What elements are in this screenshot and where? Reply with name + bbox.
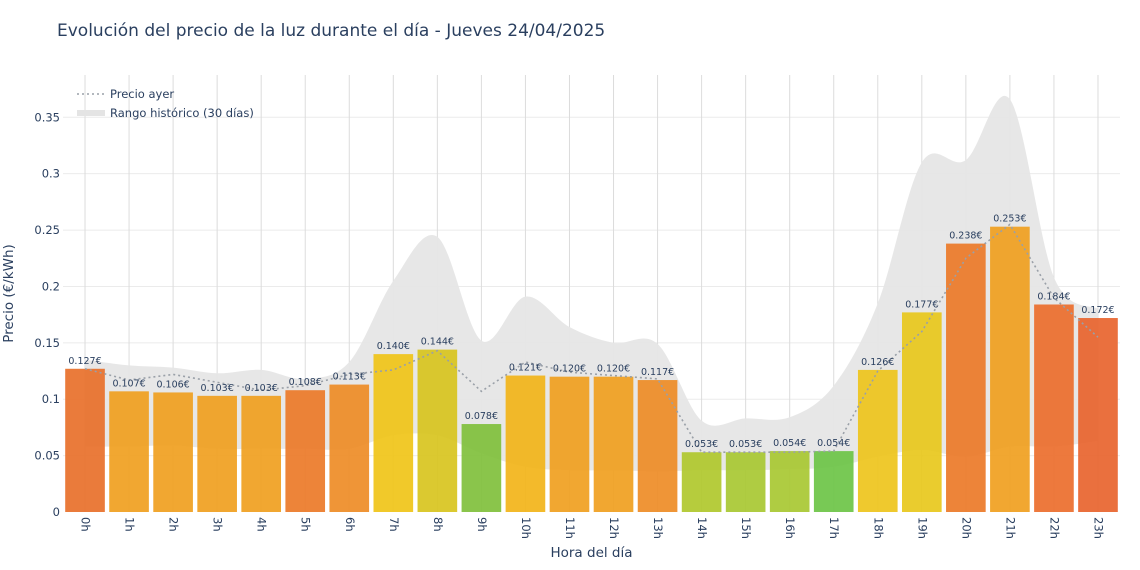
bar-2h xyxy=(153,392,193,512)
bar-21h xyxy=(990,226,1030,513)
x-tick-label: 16h xyxy=(783,517,797,539)
data-label: 0.103€ xyxy=(201,383,234,394)
bar-18h xyxy=(857,369,898,512)
data-label: 0.120€ xyxy=(597,364,630,375)
x-tick-label: 19h xyxy=(915,517,929,539)
y-axis-title: Precio (€/kWh) xyxy=(1,244,17,343)
data-label: 0.078€ xyxy=(465,411,498,422)
bar-22h xyxy=(1034,304,1074,512)
x-tick-label: 11h xyxy=(563,517,577,539)
x-tick-label: 8h xyxy=(431,517,445,532)
bar-11h xyxy=(549,376,590,512)
bar-14h xyxy=(681,452,722,512)
bar-23h xyxy=(1078,318,1118,512)
series-line-precio-ayer xyxy=(84,223,1099,454)
x-tick-label: 14h xyxy=(695,517,709,539)
y-tick-label: 0.3 xyxy=(42,167,60,181)
data-label: 0.053€ xyxy=(685,439,718,450)
y-tick-label: 0.25 xyxy=(34,223,60,237)
bar-8h xyxy=(417,349,458,512)
chart-title: Evolución del precio de la luz durante e… xyxy=(57,21,606,41)
y-tick-label: 0.1 xyxy=(42,392,60,406)
data-label: 0.238€ xyxy=(949,231,982,242)
bar-6h xyxy=(329,384,370,512)
data-label: 0.253€ xyxy=(993,214,1026,225)
x-axis-title: Hora del día xyxy=(550,545,632,561)
bar-0h xyxy=(65,368,105,512)
data-label: 0.126€ xyxy=(861,357,894,368)
x-tick-label: 12h xyxy=(607,517,621,539)
bar-12h xyxy=(593,376,634,512)
bar-17h xyxy=(813,451,854,512)
bar-20h xyxy=(946,243,986,512)
bar-4h xyxy=(241,395,282,512)
y-tick-label: 0.05 xyxy=(34,449,60,463)
data-label: 0.120€ xyxy=(553,364,586,375)
x-tick-label: 2h xyxy=(167,517,181,532)
data-label: 0.103€ xyxy=(245,383,278,394)
bar-16h xyxy=(769,451,810,512)
x-tick-label: 20h xyxy=(959,517,973,539)
legend-label-rango-historico: Rango histórico (30 días) xyxy=(110,106,254,120)
x-tick-label: 22h xyxy=(1047,517,1061,539)
data-label: 0.054€ xyxy=(773,438,806,449)
legend: Precio ayer Rango histórico (30 días) xyxy=(77,87,254,120)
data-label: 0.140€ xyxy=(377,341,410,352)
data-label: 0.113€ xyxy=(333,372,366,383)
data-label: 0.172€ xyxy=(1081,305,1114,316)
bar-5h xyxy=(285,390,326,512)
y-tick-label: 0.35 xyxy=(34,110,60,124)
data-label: 0.117€ xyxy=(641,367,674,378)
x-tick-label: 0h xyxy=(79,517,93,532)
x-tick-label: 18h xyxy=(871,517,885,539)
legend-swatch-rango-historico xyxy=(77,110,105,116)
bar-15h xyxy=(725,452,766,512)
bar-3h xyxy=(197,395,237,512)
data-label: 0.184€ xyxy=(1037,291,1070,302)
bar-7h xyxy=(373,354,414,512)
y-tick-label: 0.2 xyxy=(42,279,60,293)
x-tick-label: 17h xyxy=(827,517,841,539)
data-label: 0.108€ xyxy=(289,377,322,388)
data-label: 0.127€ xyxy=(68,356,101,367)
bar-10h xyxy=(505,375,546,512)
x-tick-label: 21h xyxy=(1003,517,1017,539)
bar-9h xyxy=(461,424,502,512)
x-tick-label: 6h xyxy=(343,517,357,532)
x-tick-label: 1h xyxy=(123,517,137,532)
y-tick-label: 0 xyxy=(53,505,60,519)
bar-1h xyxy=(109,391,149,512)
x-tick-label: 9h xyxy=(475,517,489,532)
data-label: 0.053€ xyxy=(729,439,762,450)
data-label: 0.144€ xyxy=(421,337,454,348)
data-label: 0.054€ xyxy=(817,438,850,449)
bar-19h xyxy=(901,312,942,512)
y-tick-label: 0.15 xyxy=(34,336,60,350)
x-tick-label: 5h xyxy=(299,517,313,532)
data-label: 0.106€ xyxy=(156,379,189,390)
x-tick-label: 23h xyxy=(1091,517,1105,539)
x-tick-label: 13h xyxy=(651,517,665,539)
bar-13h xyxy=(637,380,678,512)
data-label: 0.121€ xyxy=(509,363,542,374)
historical-range-band xyxy=(85,95,1098,472)
x-tick-label: 10h xyxy=(519,517,533,539)
x-tick-label: 15h xyxy=(739,517,753,539)
data-label: 0.177€ xyxy=(905,299,938,310)
x-tick-label: 4h xyxy=(255,517,269,532)
x-tick-label: 3h xyxy=(211,517,225,532)
data-label: 0.107€ xyxy=(112,378,145,389)
legend-label-precio-ayer: Precio ayer xyxy=(110,87,174,101)
x-tick-label: 7h xyxy=(387,517,401,532)
